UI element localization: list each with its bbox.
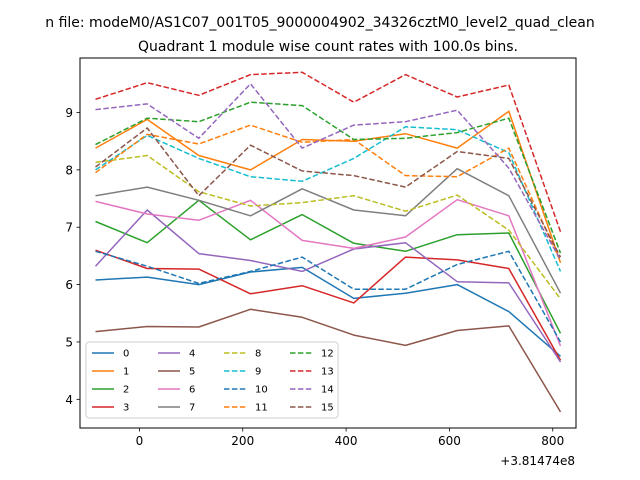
legend-label-1: 1	[123, 367, 129, 378]
series-line-11	[95, 124, 562, 262]
x-axis-ticks: 0 200 400 600 800	[136, 428, 564, 448]
x-tick-label: 600	[438, 434, 461, 448]
x-tick-label: 200	[231, 434, 254, 448]
y-tick-label: 7	[65, 221, 73, 235]
legend-label-4: 4	[189, 349, 195, 360]
plot-frame	[79, 57, 577, 429]
series-layer	[94, 71, 562, 413]
chart-title: Quadrant 1 module wise count rates with …	[138, 39, 518, 55]
series-line-2	[95, 199, 562, 334]
legend-label-10: 10	[255, 385, 268, 396]
legend-label-15: 15	[321, 403, 334, 414]
x-tick-label: 0	[136, 434, 144, 448]
legend-label-2: 2	[123, 385, 129, 396]
series-line-15	[95, 127, 562, 258]
y-tick-label: 4	[65, 393, 73, 407]
series-line-12	[95, 101, 562, 254]
x-tick-label: 400	[335, 434, 358, 448]
series-line-10	[95, 250, 562, 343]
legend-label-14: 14	[321, 385, 334, 396]
legend-label-9: 9	[255, 367, 261, 378]
legend-label-12: 12	[321, 349, 334, 360]
x-axis-offset-label: +3.81474e8	[500, 454, 575, 468]
series-line-3	[95, 249, 562, 361]
legend-label-5: 5	[189, 367, 195, 378]
legend-label-11: 11	[255, 403, 268, 414]
series-line-5	[95, 308, 562, 413]
legend-label-8: 8	[255, 349, 261, 360]
legend-label-6: 6	[189, 385, 195, 396]
y-tick-label: 9	[65, 106, 73, 120]
legend-label-0: 0	[123, 349, 129, 360]
series-line-6	[95, 198, 562, 347]
series-line-14	[95, 83, 562, 261]
series-line-0	[95, 266, 561, 357]
y-tick-label: 8	[65, 163, 73, 177]
series-line-4	[94, 209, 562, 363]
x-tick-label: 800	[541, 434, 564, 448]
figure-suptitle: n file: modeM0/AS1C07_001T05_9000004902_…	[45, 15, 594, 31]
legend-label-7: 7	[189, 403, 195, 414]
series-line-9	[95, 126, 562, 272]
legend-label-3: 3	[123, 403, 129, 414]
series-line-7	[95, 167, 562, 294]
legend-box	[85, 341, 339, 419]
y-tick-label: 5	[65, 335, 73, 349]
y-axis-ticks: 4 5 6 7 8 9	[65, 106, 80, 407]
y-tick-label: 6	[65, 278, 73, 292]
series-line-8	[95, 154, 562, 300]
series-line-1	[95, 110, 562, 264]
legend-label-13: 13	[321, 367, 334, 378]
series-line-13	[95, 71, 562, 233]
